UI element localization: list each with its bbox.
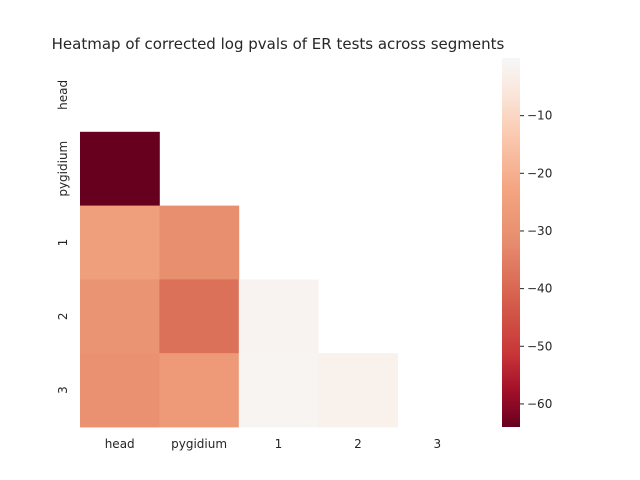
heatmap-cell-2-pygidium (159, 279, 240, 354)
x-tick-label: 2 (354, 437, 362, 451)
x-tick-labels: head pygidium 1 2 3 (105, 437, 441, 451)
heatmap-cell-2-1 (238, 279, 319, 354)
y-tick-label: 2 (56, 312, 70, 320)
y-tick-label: pygidium (56, 141, 70, 197)
colorbar-tick-label: −60 (527, 397, 552, 411)
heatmap-cell-1-head (80, 205, 160, 280)
colorbar-gradient (502, 58, 520, 427)
heatmap-cell-1-pygidium (159, 205, 240, 280)
colorbar-tick-label: −10 (527, 109, 552, 123)
colorbar-tick-label: −30 (527, 224, 552, 238)
heatmap-cell-3-2 (318, 353, 398, 428)
heatmap-cell-3-pygidium (159, 353, 240, 428)
colorbar: −10 −20 −30 −40 −50 −60 (502, 58, 552, 427)
heatmap-cell-3-head (80, 353, 160, 428)
x-tick-label: pygidium (171, 437, 227, 451)
y-tick-label: 3 (56, 386, 70, 394)
y-tick-label: head (56, 80, 70, 110)
x-tick-label: head (105, 437, 135, 451)
y-tick-labels: head pygidium 1 2 3 (56, 80, 70, 394)
chart-title: Heatmap of corrected log pvals of ER tes… (52, 35, 505, 53)
colorbar-tick-label: −50 (527, 339, 552, 353)
heatmap-cell-3-1 (238, 353, 319, 428)
x-tick-label: 3 (433, 437, 441, 451)
y-tick-label: 1 (56, 239, 70, 247)
x-tick-label: 1 (275, 437, 283, 451)
colorbar-tick-label: −40 (527, 282, 552, 296)
heatmap-cell-pygidium-head (80, 131, 160, 206)
heatmap-cell-2-head (80, 279, 160, 354)
colorbar-tick-label: −20 (527, 166, 552, 180)
heatmap-cells (80, 131, 398, 428)
